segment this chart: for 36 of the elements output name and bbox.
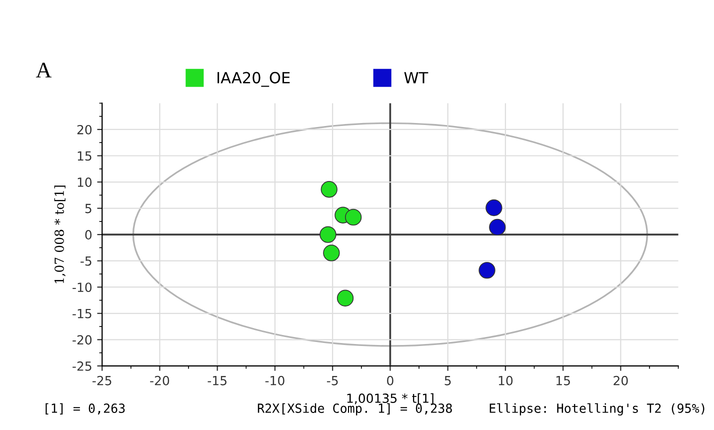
x-tick-label: 10 <box>498 376 513 386</box>
x-tick-label: -5 <box>326 376 338 386</box>
y-axis-title: 1,07 008 * to[1] <box>54 186 66 284</box>
point <box>344 208 362 226</box>
point <box>320 181 338 198</box>
point <box>336 290 354 306</box>
x-tick-label: -25 <box>92 376 112 386</box>
y-tick-label: 20 <box>77 124 92 134</box>
y-tick-label: -10 <box>72 282 92 292</box>
x-tick-label: -20 <box>150 376 170 386</box>
y-tick-label: 10 <box>78 177 92 187</box>
legend-label: IAA20_OE <box>218 72 290 87</box>
x-tick-label: 0 <box>387 376 394 386</box>
x-axis-title: 1,00135 * t[1] <box>347 393 434 404</box>
text: Ellipse: Hotelling's T2 (95%) <box>490 403 704 416</box>
point <box>320 226 336 243</box>
y-tick-label: 5 <box>85 204 92 214</box>
point <box>486 199 502 216</box>
point <box>323 244 340 262</box>
x-tick-label: 5 <box>444 376 451 386</box>
x-tick-label: -15 <box>208 376 226 386</box>
y-tick-label: -25 <box>72 361 92 371</box>
point <box>478 262 496 279</box>
y-tick-label: 0 <box>85 230 92 240</box>
y-tick-label: -15 <box>72 309 92 318</box>
y-tick-label: 15 <box>78 151 92 161</box>
y-tick-label: -5 <box>80 256 92 266</box>
legend-label: WT <box>404 72 428 84</box>
x-tick-label: -10 <box>265 376 284 386</box>
text: R2X[XSide Comp. 1] = 0,238 <box>258 403 452 416</box>
y-tick-label: -20 <box>72 335 92 345</box>
text: [1] = 0,263 <box>46 403 125 415</box>
x-tick-label: 20 <box>614 376 628 386</box>
x-tick-label: 15 <box>556 376 570 386</box>
point <box>489 218 506 236</box>
text: A <box>36 62 52 78</box>
